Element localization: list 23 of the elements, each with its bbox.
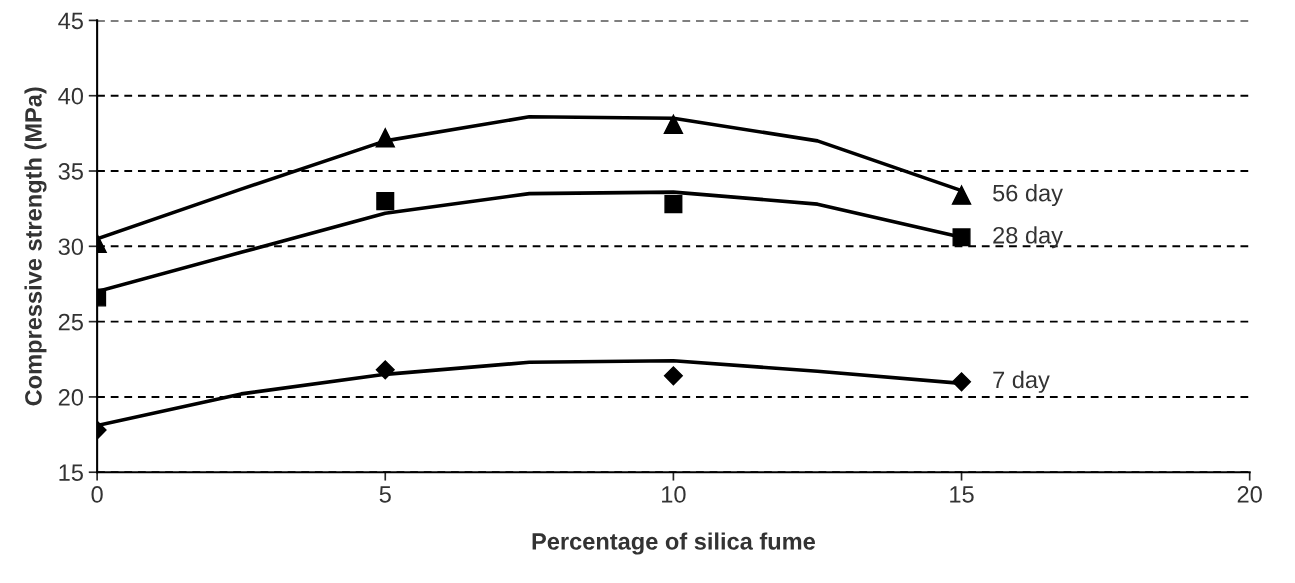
series-label: 28 day — [993, 226, 1063, 249]
y-tick-label: 25 — [58, 313, 83, 331]
point — [951, 185, 972, 205]
point — [952, 228, 971, 247]
y-axis-title: Compressive strength (MPa) — [24, 87, 47, 406]
y-tick-label: 15 — [59, 464, 83, 482]
x-axis-title: Percentage of silica fume — [532, 532, 815, 555]
point — [663, 114, 684, 135]
series-label: 7 day — [993, 370, 1050, 393]
x-tick-label: 10 — [662, 486, 686, 503]
y-tick-label: 40 — [58, 87, 84, 105]
y-tick-label: 45 — [58, 12, 83, 30]
x-tick-label: 15 — [950, 486, 974, 503]
x-tick-label: 0 — [91, 486, 103, 503]
point — [952, 372, 972, 392]
y-tick-label: 35 — [58, 163, 83, 180]
x-tick-label: 5 — [379, 486, 391, 503]
y-tick-label: 30 — [58, 238, 84, 256]
x-tick-label: 20 — [1237, 486, 1262, 503]
point — [664, 195, 683, 214]
series-label: 56 day — [993, 184, 1063, 207]
point — [663, 366, 683, 386]
y-tick-label: 20 — [58, 388, 84, 406]
